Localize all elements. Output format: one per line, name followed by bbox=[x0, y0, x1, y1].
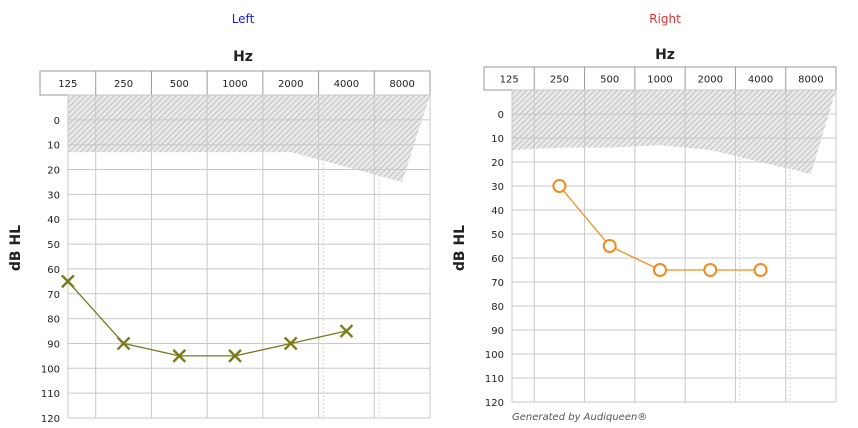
right-o-marker bbox=[653, 263, 667, 277]
left-ylabel: dB HL bbox=[8, 225, 24, 271]
right-db-tick-label: 120 bbox=[485, 398, 504, 409]
left-db-tick-label: 0 bbox=[54, 116, 60, 127]
left-grid bbox=[67, 94, 431, 419]
right-db-tick-label: 0 bbox=[498, 110, 504, 121]
left-x-marker bbox=[339, 324, 354, 338]
right-db-tick-label: 60 bbox=[491, 254, 504, 265]
left-db-tick-label: 110 bbox=[41, 389, 60, 400]
left-db-tick-label: 50 bbox=[47, 240, 60, 251]
right-plot-area: 0 10 20 30 40 50 60 70 80 90 100 110 120 bbox=[485, 89, 837, 409]
right-o-marker bbox=[552, 179, 567, 193]
left-audiogram: Left Hz dB HL 125 250 500 1000 2000 4000 80 00 … bbox=[8, 12, 431, 425]
right-freq-tick-label: 2000 bbox=[698, 75, 723, 86]
left-freq-tick-label: 1000 bbox=[222, 79, 247, 90]
right-o-marker bbox=[703, 263, 718, 277]
right-grid bbox=[511, 89, 837, 403]
right-series-line bbox=[558, 185, 761, 271]
right-freq-tick-label: 4000 bbox=[748, 75, 773, 86]
right-ylabel: dB HL bbox=[452, 225, 468, 271]
right-freq-box: 125 250 500 1000 2000 4000 8000 bbox=[483, 66, 837, 91]
left-db-tick-label: 80 bbox=[47, 315, 60, 326]
right-freq-tick-label: 1000 bbox=[647, 75, 672, 86]
left-db-tick-label: 20 bbox=[47, 166, 60, 177]
right-shaded-region bbox=[512, 90, 836, 174]
right-db-tick-label: 50 bbox=[491, 230, 504, 241]
right-hz-label: Hz bbox=[655, 47, 675, 63]
left-freq-tick-label: 125 bbox=[58, 79, 77, 90]
left-freq-tick-label: 4000 bbox=[334, 79, 359, 90]
left-freq-tick-label: 8000 bbox=[389, 79, 414, 90]
left-db-tick-label: 100 bbox=[41, 364, 60, 375]
left-x-marker bbox=[228, 349, 242, 363]
right-y-ticks: 0 10 20 30 40 50 60 70 80 90 100 110 120 bbox=[485, 110, 504, 409]
right-markers bbox=[552, 179, 768, 277]
right-db-tick-label: 110 bbox=[485, 374, 504, 385]
left-freq-tick-label: 500 bbox=[170, 79, 189, 90]
left-x-marker bbox=[61, 274, 75, 289]
right-db-tick-label: 70 bbox=[491, 278, 504, 289]
right-db-tick-label: 30 bbox=[491, 182, 504, 193]
right-o-marker bbox=[753, 263, 768, 277]
left-plot-area: 0 10 20 30 40 50 60 70 80 90 100 110 120 bbox=[41, 94, 431, 425]
right-freq-tick-label: 250 bbox=[550, 75, 569, 86]
right-o-marker bbox=[602, 239, 617, 253]
left-freq-box-frame bbox=[39, 70, 431, 96]
left-x-marker bbox=[283, 336, 298, 351]
footer-note: Generated by Audiqueen® bbox=[512, 412, 647, 423]
left-series-line bbox=[67, 280, 347, 357]
right-freq-tick-label: 125 bbox=[500, 75, 519, 86]
left-y-ticks: 0 10 20 30 40 50 60 70 80 90 100 110 120 bbox=[41, 116, 60, 425]
right-db-tick-label: 20 bbox=[491, 158, 504, 169]
right-db-tick-label: 90 bbox=[491, 326, 504, 337]
left-shaded-region bbox=[68, 95, 430, 182]
left-db-tick-label: 30 bbox=[47, 190, 60, 201]
left-freq-tick-label: 2000 bbox=[278, 79, 303, 90]
left-hz-label: Hz bbox=[233, 49, 253, 65]
right-title: Right bbox=[649, 12, 681, 26]
right-freq-tick-label: 8000 bbox=[798, 75, 823, 86]
right-db-tick-label: 10 bbox=[491, 134, 504, 145]
right-db-tick-label: 80 bbox=[491, 302, 504, 313]
left-db-tick-label: 10 bbox=[47, 141, 60, 152]
left-db-tick-label: 70 bbox=[47, 290, 60, 301]
left-x-marker bbox=[172, 349, 187, 363]
right-freq-tick-label: 500 bbox=[600, 75, 619, 86]
left-x-marker bbox=[116, 336, 131, 351]
left-title: Left bbox=[232, 12, 255, 26]
left-db-tick-label: 120 bbox=[41, 414, 60, 425]
left-db-tick-label: 90 bbox=[47, 339, 60, 350]
left-db-tick-label: 40 bbox=[47, 215, 60, 226]
left-markers bbox=[61, 274, 354, 363]
left-freq-tick-label: 250 bbox=[114, 79, 133, 90]
left-db-tick-label: 60 bbox=[47, 265, 60, 276]
right-db-tick-label: 40 bbox=[491, 206, 504, 217]
right-audiogram: Right Hz dB HL 125 250 500 1000 2000 4000 8000… bbox=[452, 12, 837, 409]
left-freq-box: 125 250 500 1000 2000 4000 8000 bbox=[39, 70, 431, 96]
right-db-tick-label: 100 bbox=[485, 350, 504, 361]
